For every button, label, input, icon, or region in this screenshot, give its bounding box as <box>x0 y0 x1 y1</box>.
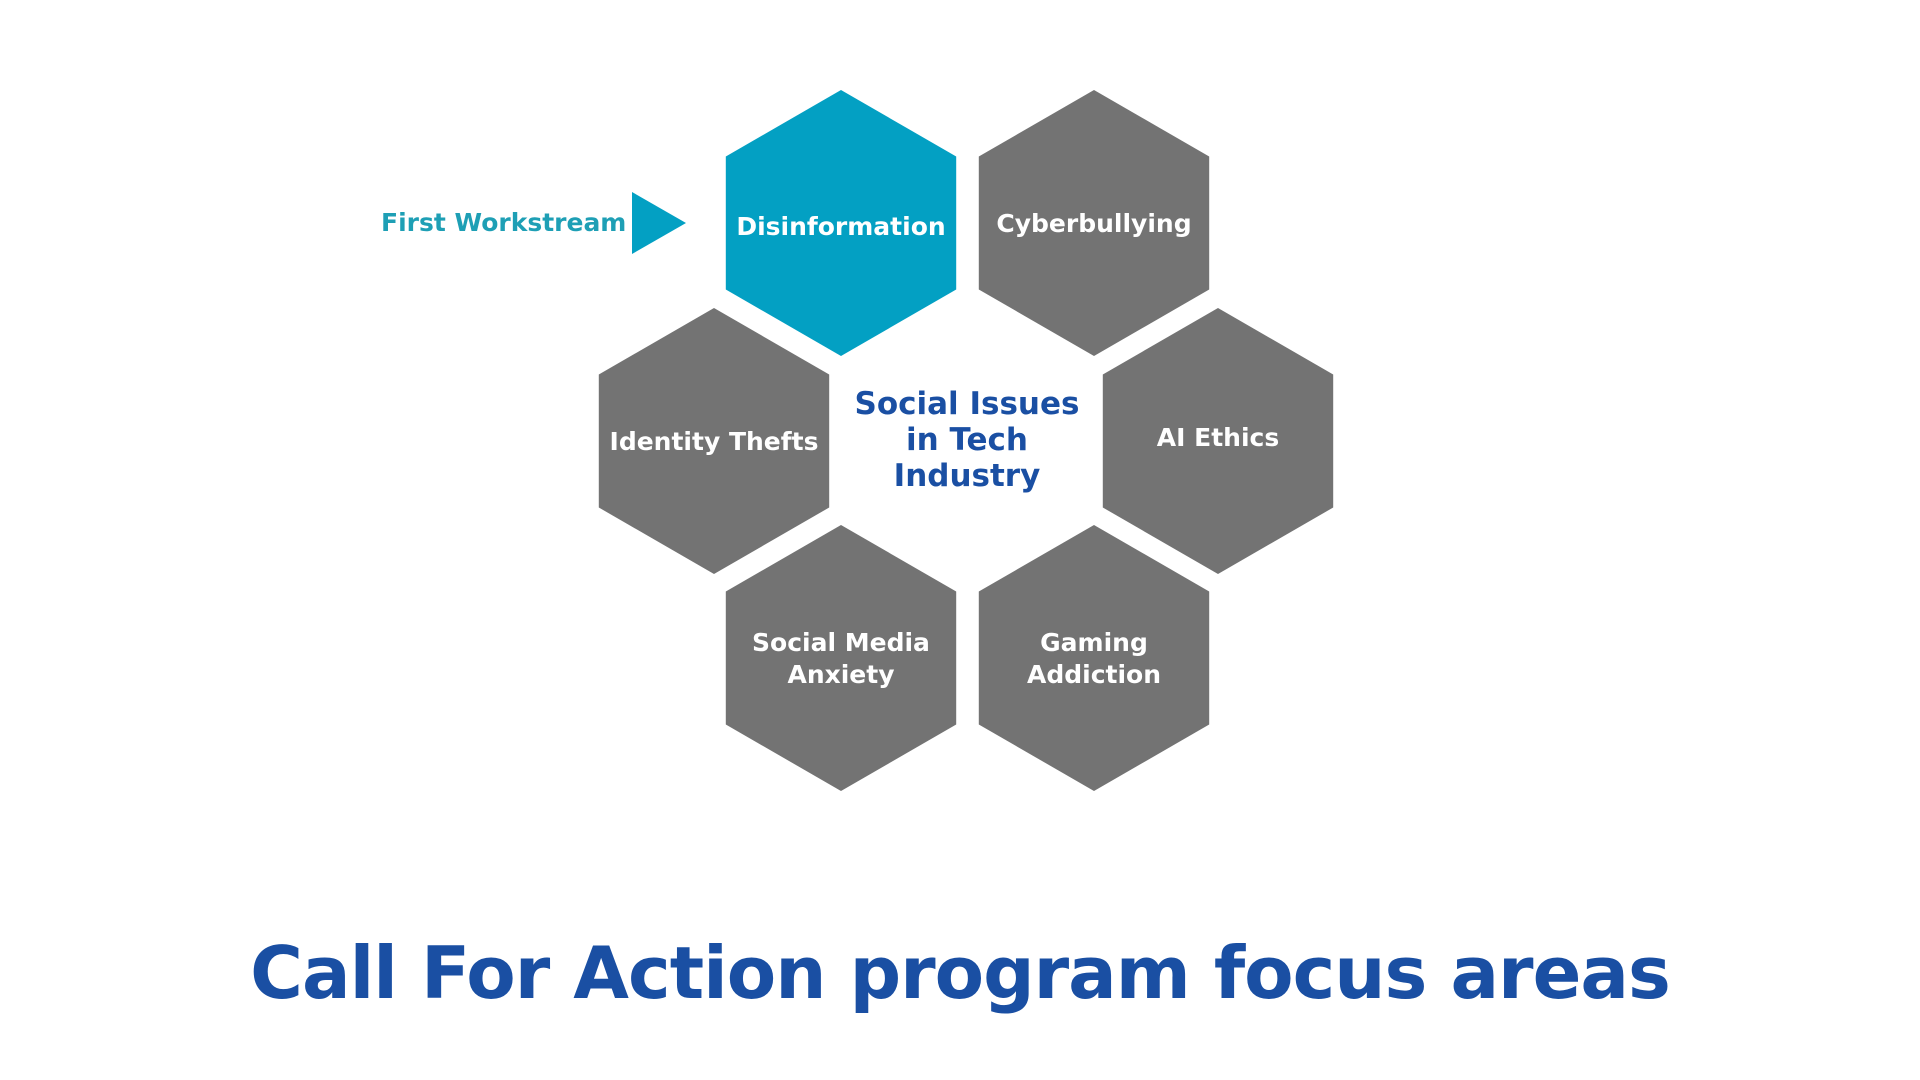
hexagon-social-media-anxiety <box>725 525 957 791</box>
hex-label-line: AI Ethics <box>1156 423 1280 452</box>
first-workstream-label: First Workstream <box>381 208 627 237</box>
hex-label-disinformation: Disinformation <box>731 211 951 243</box>
hex-label-line: Social Media <box>752 628 930 657</box>
hex-label-line: Addiction <box>1026 660 1162 689</box>
hex-label-line: Anxiety <box>787 660 895 689</box>
hex-label-gaming-addiction: Gaming Addiction <box>984 627 1204 691</box>
hex-label-line: Cyberbullying <box>996 209 1192 238</box>
center-title-line: Industry <box>893 458 1041 494</box>
hex-label-identity-thefts: Identity Thefts <box>604 426 824 458</box>
hex-label-line: Gaming <box>1040 628 1148 657</box>
hex-label-social-media-anxiety: Social Media Anxiety <box>731 627 951 691</box>
center-title: Social Issues in Tech Industry <box>837 386 1097 494</box>
hexagon-cyberbullying <box>978 90 1210 356</box>
center-title-line: in Tech <box>906 422 1028 458</box>
hex-label-ai-ethics: AI Ethics <box>1108 422 1328 454</box>
center-title-line: Social Issues <box>854 386 1080 422</box>
hexagon-gaming-addiction <box>978 525 1210 791</box>
page-title: Call For Action program focus areas <box>250 931 1671 1015</box>
hex-label-line: Disinformation <box>736 212 946 241</box>
arrow-triangle-icon <box>632 192 686 254</box>
hexagon-ai-ethics <box>1102 308 1334 574</box>
hexagon-identity-thefts <box>598 308 830 574</box>
hex-label-cyberbullying: Cyberbullying <box>984 208 1204 240</box>
hex-label-line: Identity Thefts <box>609 427 819 456</box>
hexagon-disinformation <box>725 90 957 356</box>
